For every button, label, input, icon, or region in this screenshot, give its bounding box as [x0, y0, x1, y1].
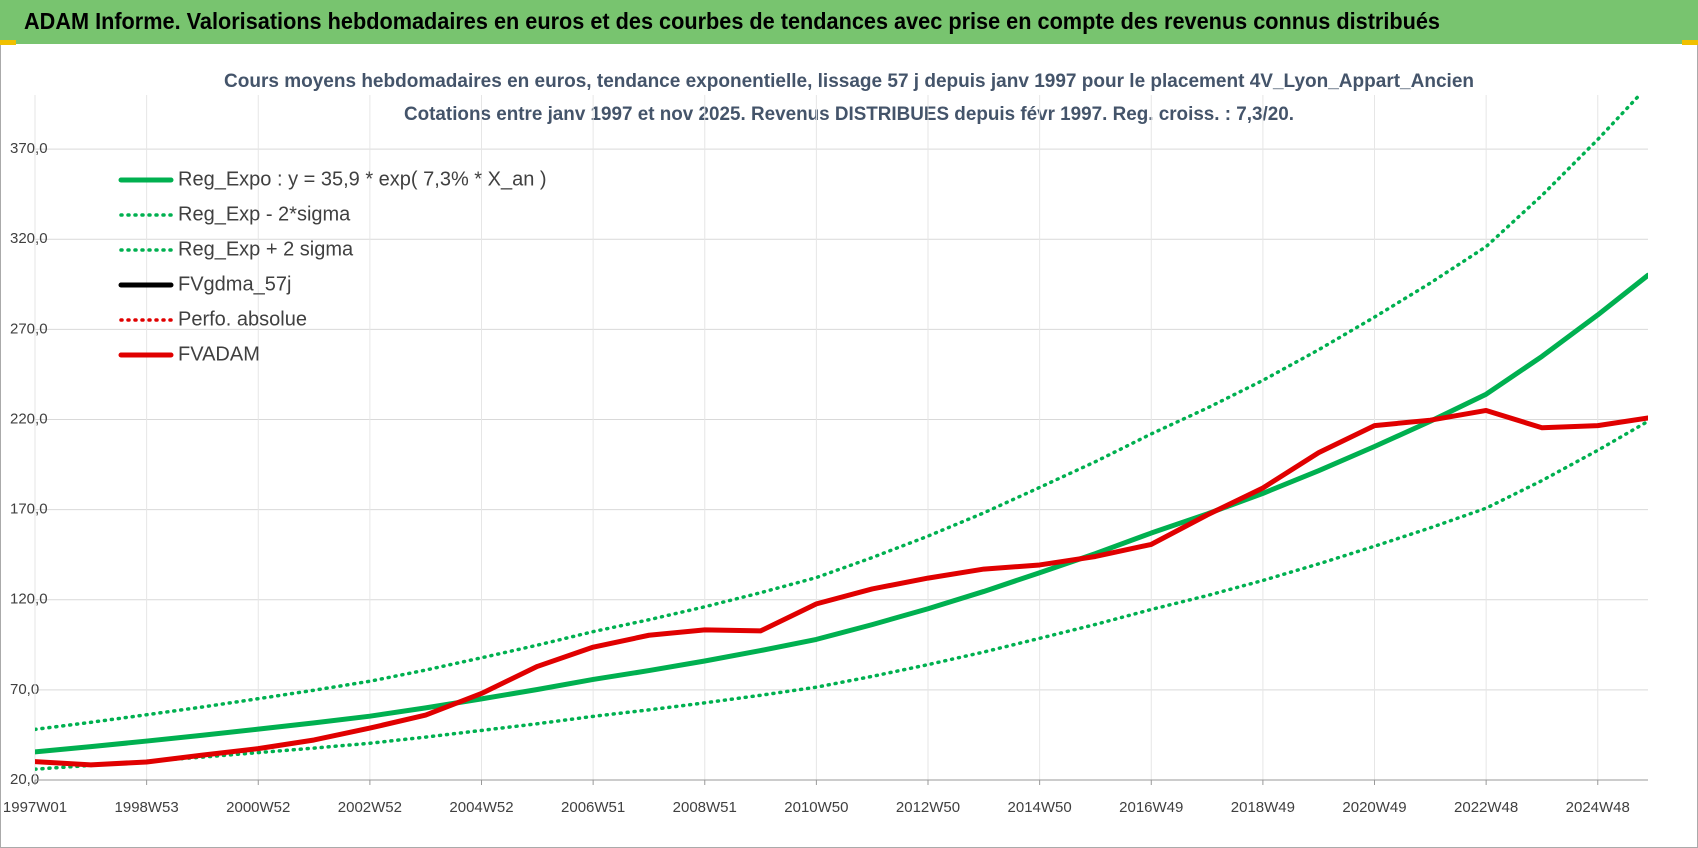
x-tick-label: 2024W48: [1566, 799, 1630, 816]
x-tick-label: 2022W48: [1454, 799, 1518, 816]
series-line: [35, 407, 1648, 768]
legend-label: Reg_Exp + 2 sigma: [178, 238, 354, 260]
series-line: [35, 95, 1642, 732]
y-tick-label: 20,0: [10, 771, 39, 788]
y-tick-label: 170,0: [10, 501, 48, 518]
x-tick-label: 2006W51: [561, 799, 625, 816]
x-tick-label: 2008W51: [673, 799, 737, 816]
x-tick-label: 2010W50: [784, 799, 848, 816]
x-tick-label: 2004W52: [449, 799, 513, 816]
y-tick-label: 220,0: [10, 410, 48, 427]
corner-mark: [1682, 40, 1698, 45]
legend-label: Reg_Expo : y = 35,9 * exp( 7,3% * X_an ): [178, 168, 547, 190]
x-tick-label: 2002W52: [338, 799, 402, 816]
series-line: [35, 419, 1648, 771]
legend-label: Reg_Exp - 2*sigma: [178, 203, 351, 225]
x-tick-label: 2016W49: [1119, 799, 1183, 816]
y-tick-label: 270,0: [10, 320, 48, 337]
chart-subtitle: Cotations entre janv 1997 et nov 2025. R…: [404, 104, 1294, 125]
y-tick-label: 370,0: [10, 140, 48, 157]
legend-label: Perfo. absolue: [178, 308, 307, 330]
chart-title: Cours moyens hebdomadaires en euros, ten…: [224, 71, 1474, 92]
y-tick-label: 120,0: [10, 591, 48, 608]
corner-mark: [0, 40, 16, 45]
header-bar: [0, 0, 1698, 44]
x-tick-label: 2012W50: [896, 799, 960, 816]
plot-area: [35, 95, 1648, 771]
x-tick-label: 2014W50: [1008, 799, 1072, 816]
legend-label: FVADAM: [178, 343, 260, 365]
x-tick-label: 2000W52: [226, 799, 290, 816]
y-tick-label: 320,0: [10, 230, 48, 247]
legend-label: FVgdma_57j: [178, 273, 291, 295]
header-title: ADAM Informe. Valorisations hebdomadaire…: [24, 8, 1440, 34]
series-line: [35, 272, 1648, 755]
x-tick-label: 1997W01: [3, 799, 67, 816]
y-tick-label: 70,0: [10, 681, 39, 698]
x-tick-label: 1998W53: [115, 799, 179, 816]
x-tick-label: 2020W49: [1342, 799, 1406, 816]
x-tick-label: 2018W49: [1231, 799, 1295, 816]
